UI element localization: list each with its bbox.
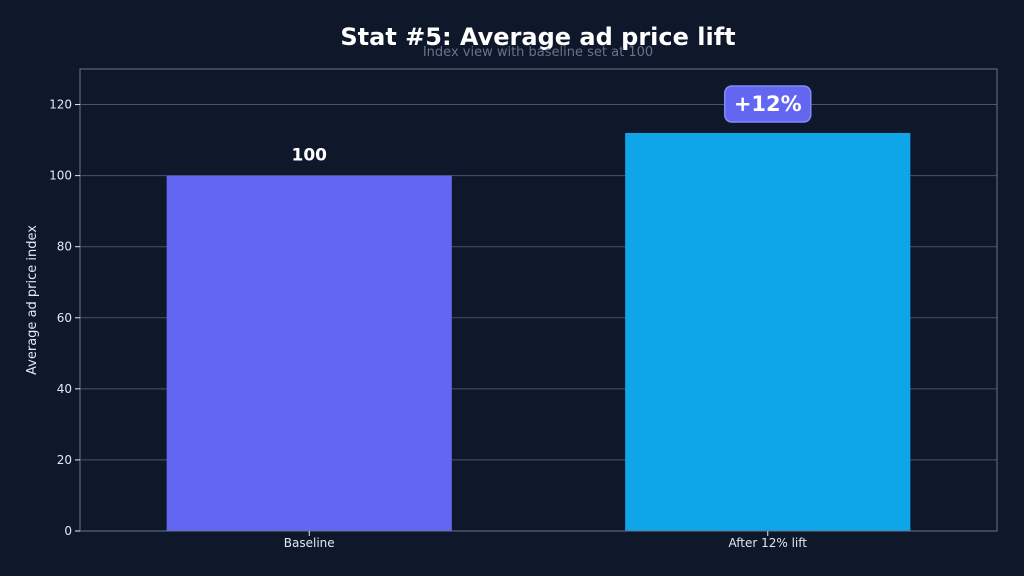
y-axis-label: Average ad price index	[25, 225, 40, 375]
bars	[166, 132, 911, 531]
bar	[166, 175, 452, 531]
bar	[625, 132, 911, 531]
data-labels: 100 +12%	[292, 85, 812, 166]
bar-value-label: 100	[292, 146, 328, 166]
plot-frame	[79, 68, 998, 532]
lift-badge-label: +12%	[734, 92, 802, 116]
y-tick-label: 120	[49, 98, 72, 112]
y-tick-label: 60	[57, 311, 72, 325]
chart-subtitle: Index view with baseline set at 100	[423, 45, 653, 60]
y-axis-ticks: 0 20 40 60 80 100 120	[49, 98, 80, 538]
x-tick-label: Baseline	[284, 536, 335, 550]
chart-title: Stat #5: Average ad price lift	[340, 23, 735, 51]
y-tick-label: 80	[57, 240, 72, 254]
y-tick-label: 20	[57, 453, 72, 467]
y-tick-label: 0	[64, 524, 72, 538]
lift-badge: +12%	[724, 85, 812, 123]
x-axis-ticks: Baseline After 12% lift	[284, 531, 807, 550]
lift-badge-background	[724, 85, 812, 123]
y-tick-label: 40	[57, 382, 72, 396]
x-tick-label: After 12% lift	[728, 536, 807, 550]
y-tick-label: 100	[49, 169, 72, 183]
